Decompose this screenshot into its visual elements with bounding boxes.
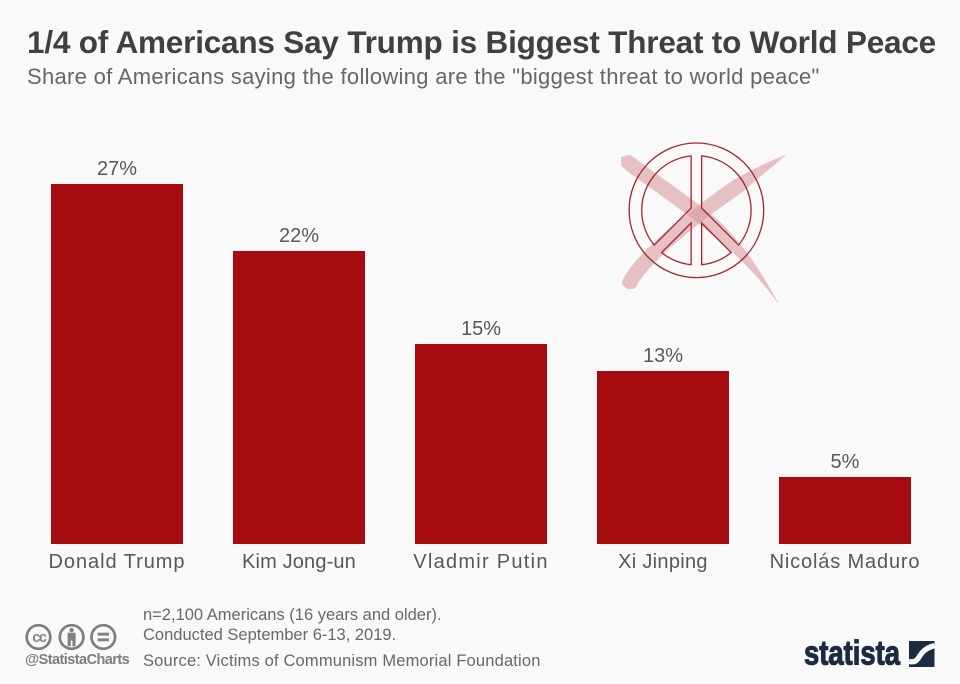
svg-text:cc: cc: [32, 630, 46, 646]
svg-text:statista: statista: [804, 635, 901, 673]
